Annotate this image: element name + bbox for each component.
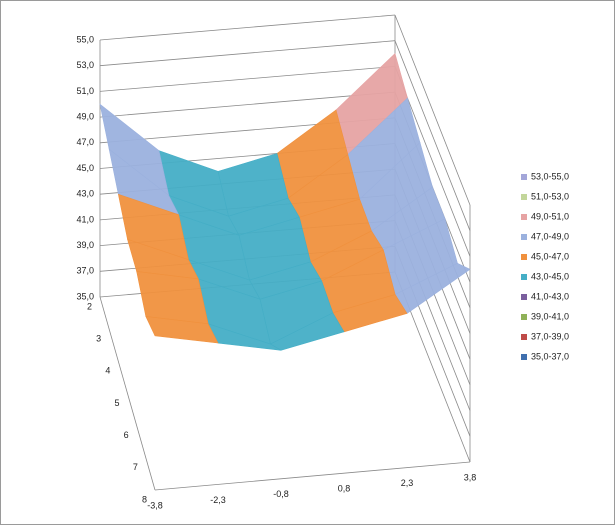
surface-patch — [145, 316, 219, 344]
axis-line — [154, 461, 471, 491]
legend-swatch — [521, 274, 527, 280]
legend-label: 35,0-37,0 — [531, 351, 569, 361]
depth-tick-label: 8 — [142, 494, 147, 504]
legend-swatch — [521, 254, 527, 260]
depth-tick-label: 3 — [96, 334, 101, 344]
z-tick-label: 53,0 — [76, 60, 94, 70]
legend-swatch — [521, 194, 527, 200]
x-tick-label: 3,8 — [464, 472, 477, 482]
legend-label: 51,0-53,0 — [531, 191, 569, 201]
legend-swatch — [521, 174, 527, 180]
z-tick-label: 55,0 — [76, 34, 94, 44]
legend-swatch — [521, 354, 527, 360]
z-tick-label: 41,0 — [76, 214, 94, 224]
legend-label: 41,0-43,0 — [531, 291, 569, 301]
grid-line — [99, 66, 396, 92]
legend-label: 49,0-51,0 — [531, 211, 569, 221]
depth-tick-label: 7 — [133, 462, 138, 472]
legend-label: 53,0-55,0 — [531, 171, 569, 181]
z-tick-label: 45,0 — [76, 163, 94, 173]
z-tick-label: 37,0 — [76, 266, 94, 276]
grid-line — [394, 14, 471, 206]
x-tick-label: -0,8 — [273, 489, 289, 499]
axis-line — [99, 296, 156, 491]
legend-label: 43,0-45,0 — [531, 271, 569, 281]
z-tick-label: 51,0 — [76, 86, 94, 96]
z-tick-label: 39,0 — [76, 240, 94, 250]
legend-label: 45,0-47,0 — [531, 251, 569, 261]
legend-label: 39,0-41,0 — [531, 311, 569, 321]
legend-label: 37,0-39,0 — [531, 331, 569, 341]
legend-label: 47,0-49,0 — [531, 231, 569, 241]
legend-swatch — [521, 334, 527, 340]
legend-swatch — [521, 214, 527, 220]
grid-line — [394, 40, 471, 231]
grid-line — [99, 14, 396, 41]
depth-tick-label: 5 — [114, 398, 119, 408]
surface-patch — [136, 271, 209, 325]
depth-tick-label: 2 — [87, 301, 92, 311]
legend-swatch — [521, 314, 527, 320]
x-tick-label: 2,3 — [401, 478, 414, 488]
x-tick-label: 0,8 — [338, 484, 351, 494]
z-tick-label: 43,0 — [76, 189, 94, 199]
legend-swatch — [521, 294, 527, 300]
z-tick-label: 47,0 — [76, 137, 94, 147]
z-tick-label: 49,0 — [76, 111, 94, 121]
x-tick-label: -3,8 — [147, 500, 163, 510]
z-tick-label: 35,0 — [76, 291, 94, 301]
legend-swatch — [521, 234, 527, 240]
depth-tick-label: 4 — [105, 366, 110, 376]
depth-tick-label: 6 — [124, 430, 129, 440]
grid-line — [99, 91, 396, 118]
x-tick-label: -2,3 — [210, 495, 226, 505]
grid-line — [99, 40, 396, 67]
